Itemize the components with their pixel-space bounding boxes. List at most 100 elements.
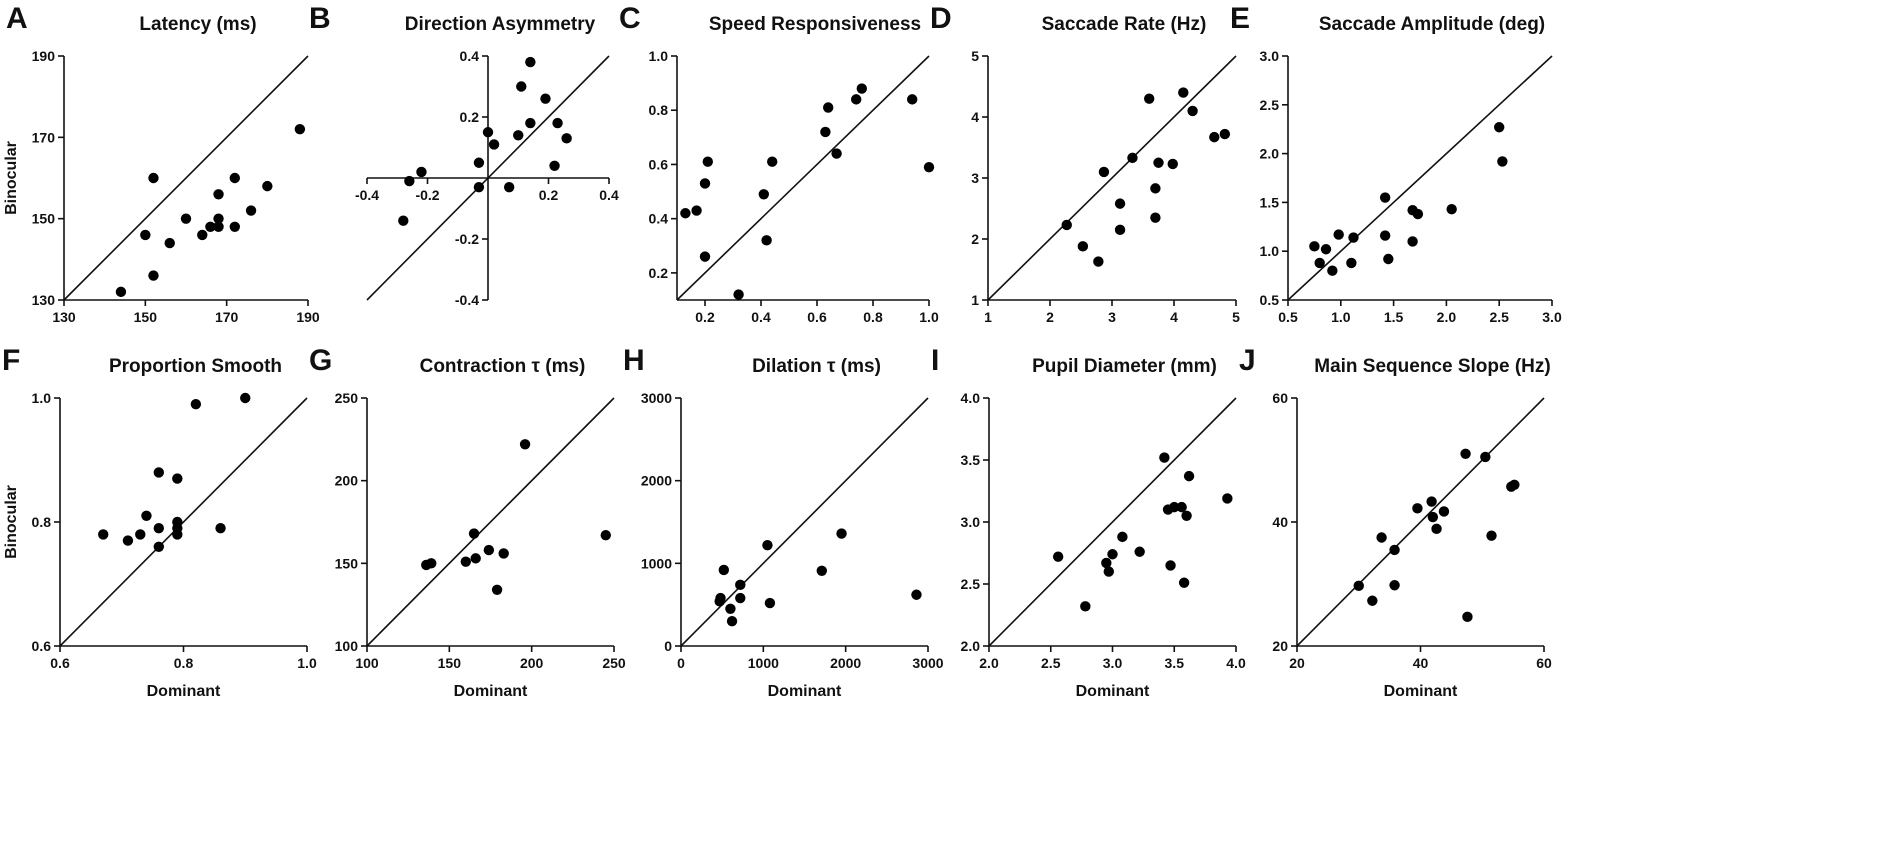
y-tick-label: 200 [335,473,359,489]
data-point [836,528,847,539]
data-point [1114,198,1126,209]
x-tick-label: 3 [1108,309,1116,325]
y-tick-label: 3000 [641,390,672,406]
y-tick-label: 0.2 [649,265,669,281]
data-point [1460,448,1471,459]
panel-letter: A [6,2,28,35]
y-tick-label: 1000 [641,555,672,571]
x-tick-label: 0.5 [1278,309,1298,325]
y-axis-title: Binocular [3,141,20,215]
y-tick-label: 2.5 [1260,97,1280,113]
data-point [1379,192,1391,203]
data-point [141,510,152,521]
data-point [473,157,485,168]
x-axis-title: Dominant [454,683,528,700]
x-tick-label: 0.4 [751,309,771,325]
data-point [1327,265,1338,276]
panel-title: Saccade Rate (Hz) [1042,14,1207,35]
data-point [1379,230,1391,241]
y-tick-label: 0.6 [32,638,52,654]
data-point [482,127,494,138]
data-point [1462,611,1473,623]
y-tick-label: 4.0 [961,390,981,406]
panel-i: I Pupil Diameter (mm) 2.0 2.5 3.0 3.5 4.0 2.0 2.… [931,344,1246,700]
x-tick-label: 60 [1536,655,1552,671]
data-point [735,592,746,604]
data-point [172,473,183,484]
data-point [907,94,918,105]
panel-title: Pupil Diameter (mm) [1032,356,1217,377]
data-point [680,208,691,219]
data-point [1187,105,1198,117]
x-tick-label: 2.5 [1489,309,1509,325]
data-point [1150,212,1161,223]
y-tick-label: 20 [1272,638,1288,654]
x-tick-label: 250 [602,655,626,671]
x-tick-label: 1.5 [1384,309,1404,325]
data-point [1431,523,1442,535]
data-point [468,528,480,539]
y-tick-label: 0 [664,638,672,654]
x-tick-label: 3000 [912,655,943,671]
data-point [1093,256,1104,267]
data-point [1181,510,1192,521]
data-point [699,251,711,262]
data-point [1150,183,1161,194]
panel-letter: D [930,2,952,35]
identity-line [366,55,610,301]
data-point [718,564,730,576]
data-point [1412,503,1423,514]
panel-letter: G [309,344,332,377]
y-axis-title: Binocular [3,485,20,559]
panel-letter: H [623,344,645,377]
x-tick-label: 2 [1046,309,1054,325]
data-point [733,289,744,300]
y-tick-label: 5 [971,48,979,64]
data-point [1333,229,1344,240]
panel-letter: J [1239,344,1256,377]
data-point [1103,566,1114,577]
x-tick-label: 100 [355,655,379,671]
y-tick-label: 0.4 [460,48,480,64]
data-point [702,156,713,167]
identity-line [59,397,308,647]
data-point [923,161,935,173]
data-point [767,156,778,167]
y-tick-label: 0.8 [32,514,52,530]
x-tick-label: 40 [1413,655,1429,671]
data-point [262,180,273,192]
data-point [1176,501,1187,513]
y-tick-label: 2000 [641,473,672,489]
y-tick-label: 2 [971,231,979,247]
data-point [1127,152,1138,164]
data-point [470,553,481,564]
data-point [190,399,202,410]
x-tick-label: 0.8 [174,655,194,671]
x-tick-label: 190 [296,309,320,325]
panel-letter: I [931,344,939,377]
panel-f: F Proportion Smooth 0.6 0.8 1.0 0.6 0.8 1.0 Domi… [2,344,317,700]
x-tick-label: 20 [1289,655,1305,671]
data-point [122,535,134,546]
data-point [491,584,503,595]
panel-title: Direction Asymmetry [405,14,596,35]
data-point [245,205,257,216]
data-point [98,529,109,540]
panel-letter: F [2,344,20,377]
identity-line [63,55,309,301]
data-point [426,558,437,569]
data-point [764,597,776,609]
data-point [1383,253,1394,265]
y-tick-label: -0.2 [455,231,479,247]
data-point [1061,219,1072,231]
x-tick-label: 1000 [748,655,779,671]
panel-title: Main Sequence Slope (Hz) [1314,356,1550,377]
panel-letter: B [309,2,331,35]
data-point [1446,204,1457,215]
data-point [762,539,773,551]
data-point [525,56,536,68]
panel-h: H Dilation τ (ms) 0 1000 2000 3000 0 1000 2000 30… [623,344,944,700]
x-tick-label: 3.5 [1165,655,1185,671]
data-point [699,178,711,189]
y-tick-label: 0.2 [460,109,480,125]
